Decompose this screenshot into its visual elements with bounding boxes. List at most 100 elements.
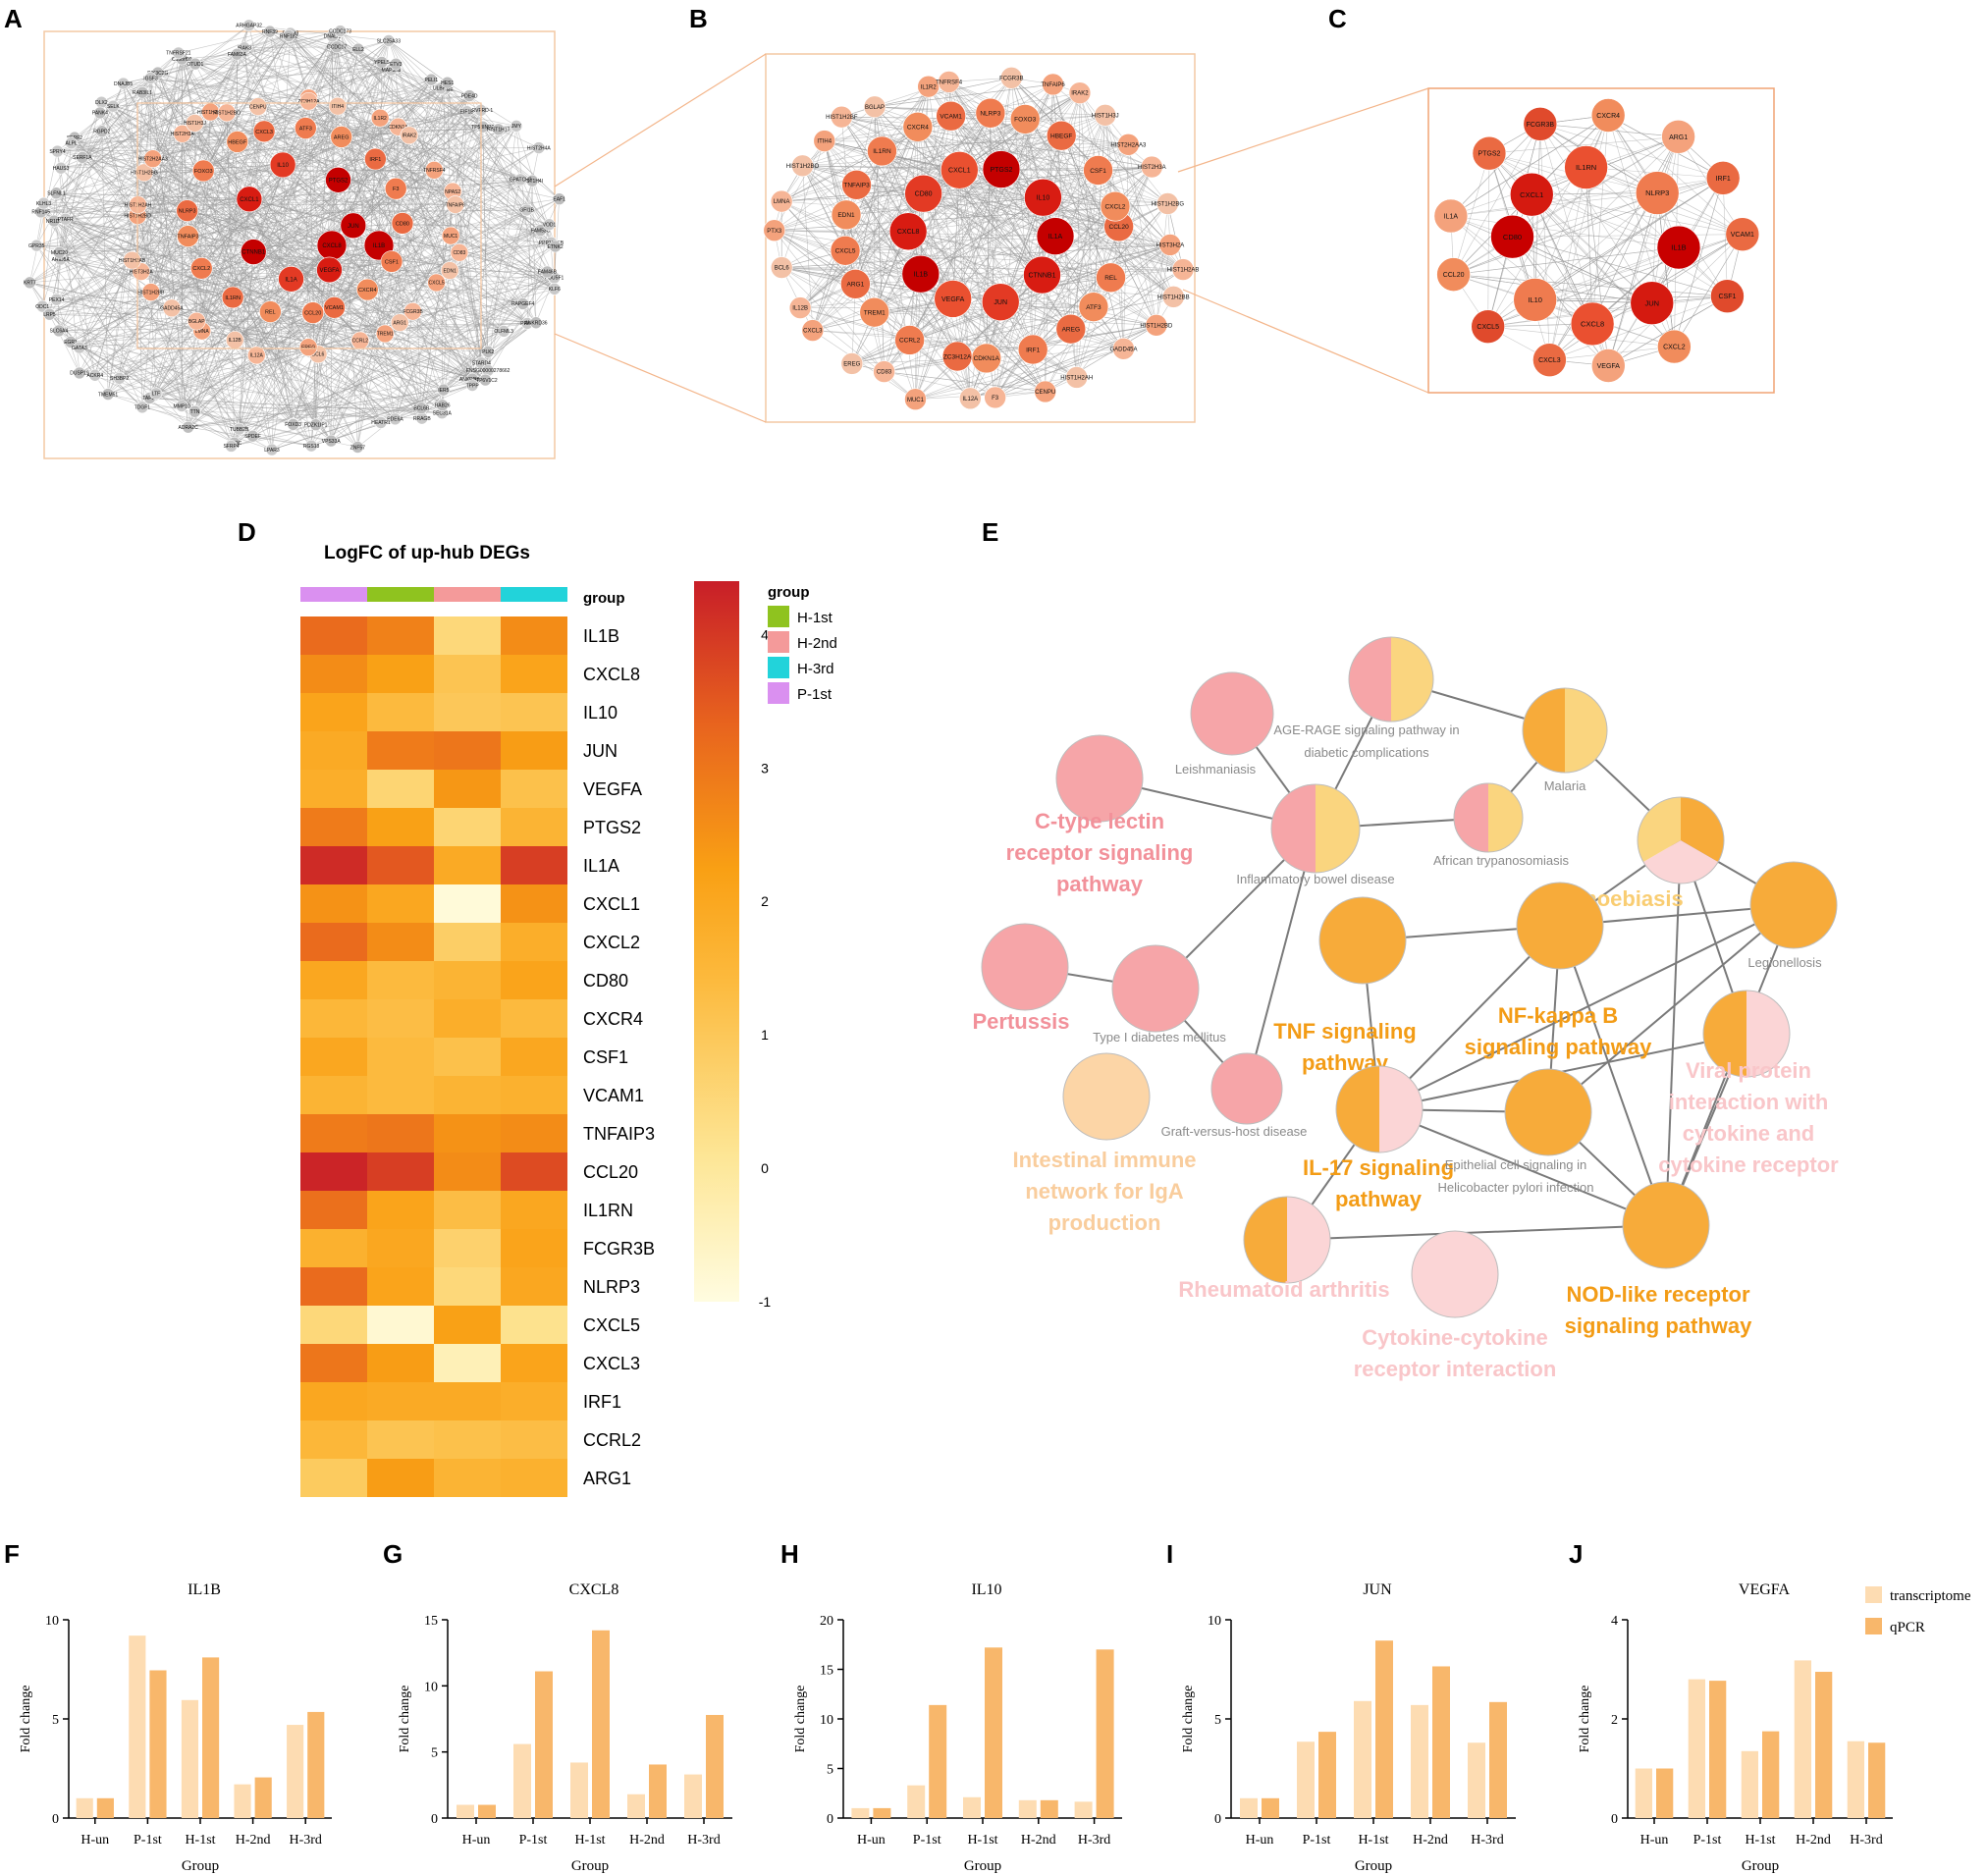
node-label: ZNF57 bbox=[350, 445, 366, 451]
node-label: ETNK2 bbox=[548, 244, 564, 250]
network-node: ETV3 bbox=[389, 57, 403, 71]
node-label: HIST1H2AH bbox=[1060, 376, 1093, 382]
pathway-label: Inflammatory bowel disease bbox=[1236, 872, 1394, 886]
x-tick-label: H-3rd bbox=[1850, 1833, 1882, 1848]
network-edge bbox=[412, 88, 445, 312]
network-edge bbox=[1011, 78, 1168, 204]
heatmap-cell bbox=[367, 884, 434, 923]
network-edge bbox=[451, 235, 552, 243]
network-edge bbox=[802, 165, 958, 357]
network-edge bbox=[1608, 178, 1724, 366]
node-circle bbox=[1042, 73, 1064, 96]
network-node: VCAM1 bbox=[936, 100, 966, 132]
network-edge bbox=[434, 147, 539, 171]
node-label: ENSG00000278662 bbox=[466, 368, 510, 374]
node-label: ARID5A bbox=[52, 257, 71, 263]
node-label: CXCL3 bbox=[1538, 357, 1561, 364]
network-node: ARG1 bbox=[1661, 120, 1695, 154]
network-edge bbox=[150, 78, 309, 99]
pathway-label: Legionellosis bbox=[1747, 955, 1822, 970]
y-axis-label: Fold change bbox=[1181, 1686, 1196, 1753]
network-edge bbox=[1052, 83, 1111, 278]
pathway-label: NOD-like receptor bbox=[1566, 1282, 1749, 1307]
network-edge bbox=[149, 398, 443, 413]
zoom-connector bbox=[1177, 87, 1429, 173]
bar-transcriptome bbox=[907, 1785, 926, 1818]
zoom-region-a bbox=[136, 102, 482, 349]
x-tick-label: H-3rd bbox=[1078, 1833, 1110, 1848]
heatmap-cell bbox=[501, 1420, 567, 1459]
network-edge bbox=[81, 32, 291, 158]
enrichment-node: Type I diabetes mellitus bbox=[1093, 944, 1226, 1045]
node-circle bbox=[497, 325, 510, 338]
pathway-node-slice bbox=[1523, 688, 1565, 773]
network-edge bbox=[56, 299, 81, 374]
network-edge bbox=[188, 236, 396, 420]
network-node: CCRL2 bbox=[350, 331, 370, 350]
network-edge bbox=[123, 82, 332, 442]
network-edge bbox=[812, 330, 916, 400]
heatmap-row-label: FCGR3B bbox=[583, 1239, 655, 1259]
network-node: DNAJB5 bbox=[114, 77, 133, 90]
node-circle bbox=[830, 235, 861, 266]
network-edge bbox=[290, 32, 521, 181]
node-circle bbox=[770, 256, 793, 279]
node-circle bbox=[1171, 258, 1195, 281]
node-label: VPS33A bbox=[322, 439, 342, 445]
network-edge bbox=[1512, 178, 1724, 238]
network-node: ITIH4 bbox=[813, 130, 836, 152]
node-label: CXCL8 bbox=[322, 243, 342, 249]
node-circle bbox=[269, 151, 296, 179]
node-label: CCDC173 bbox=[329, 28, 351, 34]
node-label: RNF145 bbox=[31, 210, 50, 216]
network-edge bbox=[1488, 152, 1680, 248]
network-node: ZNF57 bbox=[350, 441, 366, 454]
node-label: ZC3H12A bbox=[943, 353, 972, 360]
pathway-node-slice bbox=[1349, 637, 1391, 722]
enrichment-edge bbox=[1665, 839, 1682, 1226]
enrichment-edge bbox=[1559, 925, 1667, 1226]
bar-qPCR bbox=[1318, 1732, 1336, 1818]
legend-label: H-1st bbox=[797, 610, 833, 626]
bar-qPCR bbox=[96, 1797, 114, 1818]
node-label: HIST2H3A bbox=[171, 132, 195, 137]
network-edge bbox=[152, 63, 196, 159]
network-node: SPDEF bbox=[244, 429, 261, 443]
y-tick-label: 10 bbox=[45, 1614, 59, 1629]
network-edge bbox=[307, 40, 390, 348]
node-label: HIST1H2BG bbox=[1152, 202, 1185, 208]
node-circle bbox=[1661, 120, 1695, 154]
heatmap-row-label: CSF1 bbox=[583, 1047, 628, 1067]
network-edge bbox=[1453, 153, 1490, 275]
network-edge bbox=[40, 32, 291, 213]
node-circle bbox=[425, 73, 438, 86]
pathway-label: Type I diabetes mellitus bbox=[1093, 1030, 1226, 1045]
bar-transcriptome bbox=[570, 1762, 588, 1818]
heatmap-cell bbox=[367, 1344, 434, 1382]
network-edge bbox=[149, 40, 390, 399]
node-label: SH3BP2 bbox=[110, 376, 129, 382]
node-label: C16orf92 bbox=[172, 57, 192, 63]
node-label: CENPU bbox=[1035, 390, 1055, 396]
pathway-label: Intestinal immune bbox=[1012, 1148, 1196, 1172]
colorbar-tick: -1 bbox=[759, 1294, 772, 1310]
network-edge bbox=[1025, 119, 1153, 168]
node-label: CXCL2 bbox=[192, 266, 210, 272]
node-circle bbox=[172, 46, 186, 60]
network-edge bbox=[59, 252, 150, 399]
network-edge bbox=[330, 62, 383, 442]
node-circle bbox=[176, 199, 198, 222]
network-edge bbox=[210, 111, 435, 171]
node-circle bbox=[135, 401, 149, 414]
node-circle bbox=[88, 368, 102, 382]
node-label: NPAS2 bbox=[445, 189, 460, 195]
heatmap-row-label: CCL20 bbox=[583, 1162, 638, 1182]
network-edge bbox=[388, 40, 448, 83]
network-node: PTAFR bbox=[58, 212, 74, 226]
network-edge bbox=[882, 150, 1043, 276]
network-node: HIST1H2BG bbox=[131, 163, 158, 183]
node-label: DUSP19 bbox=[70, 371, 89, 377]
node-circle bbox=[364, 147, 387, 171]
bar-transcriptome bbox=[1354, 1700, 1371, 1818]
